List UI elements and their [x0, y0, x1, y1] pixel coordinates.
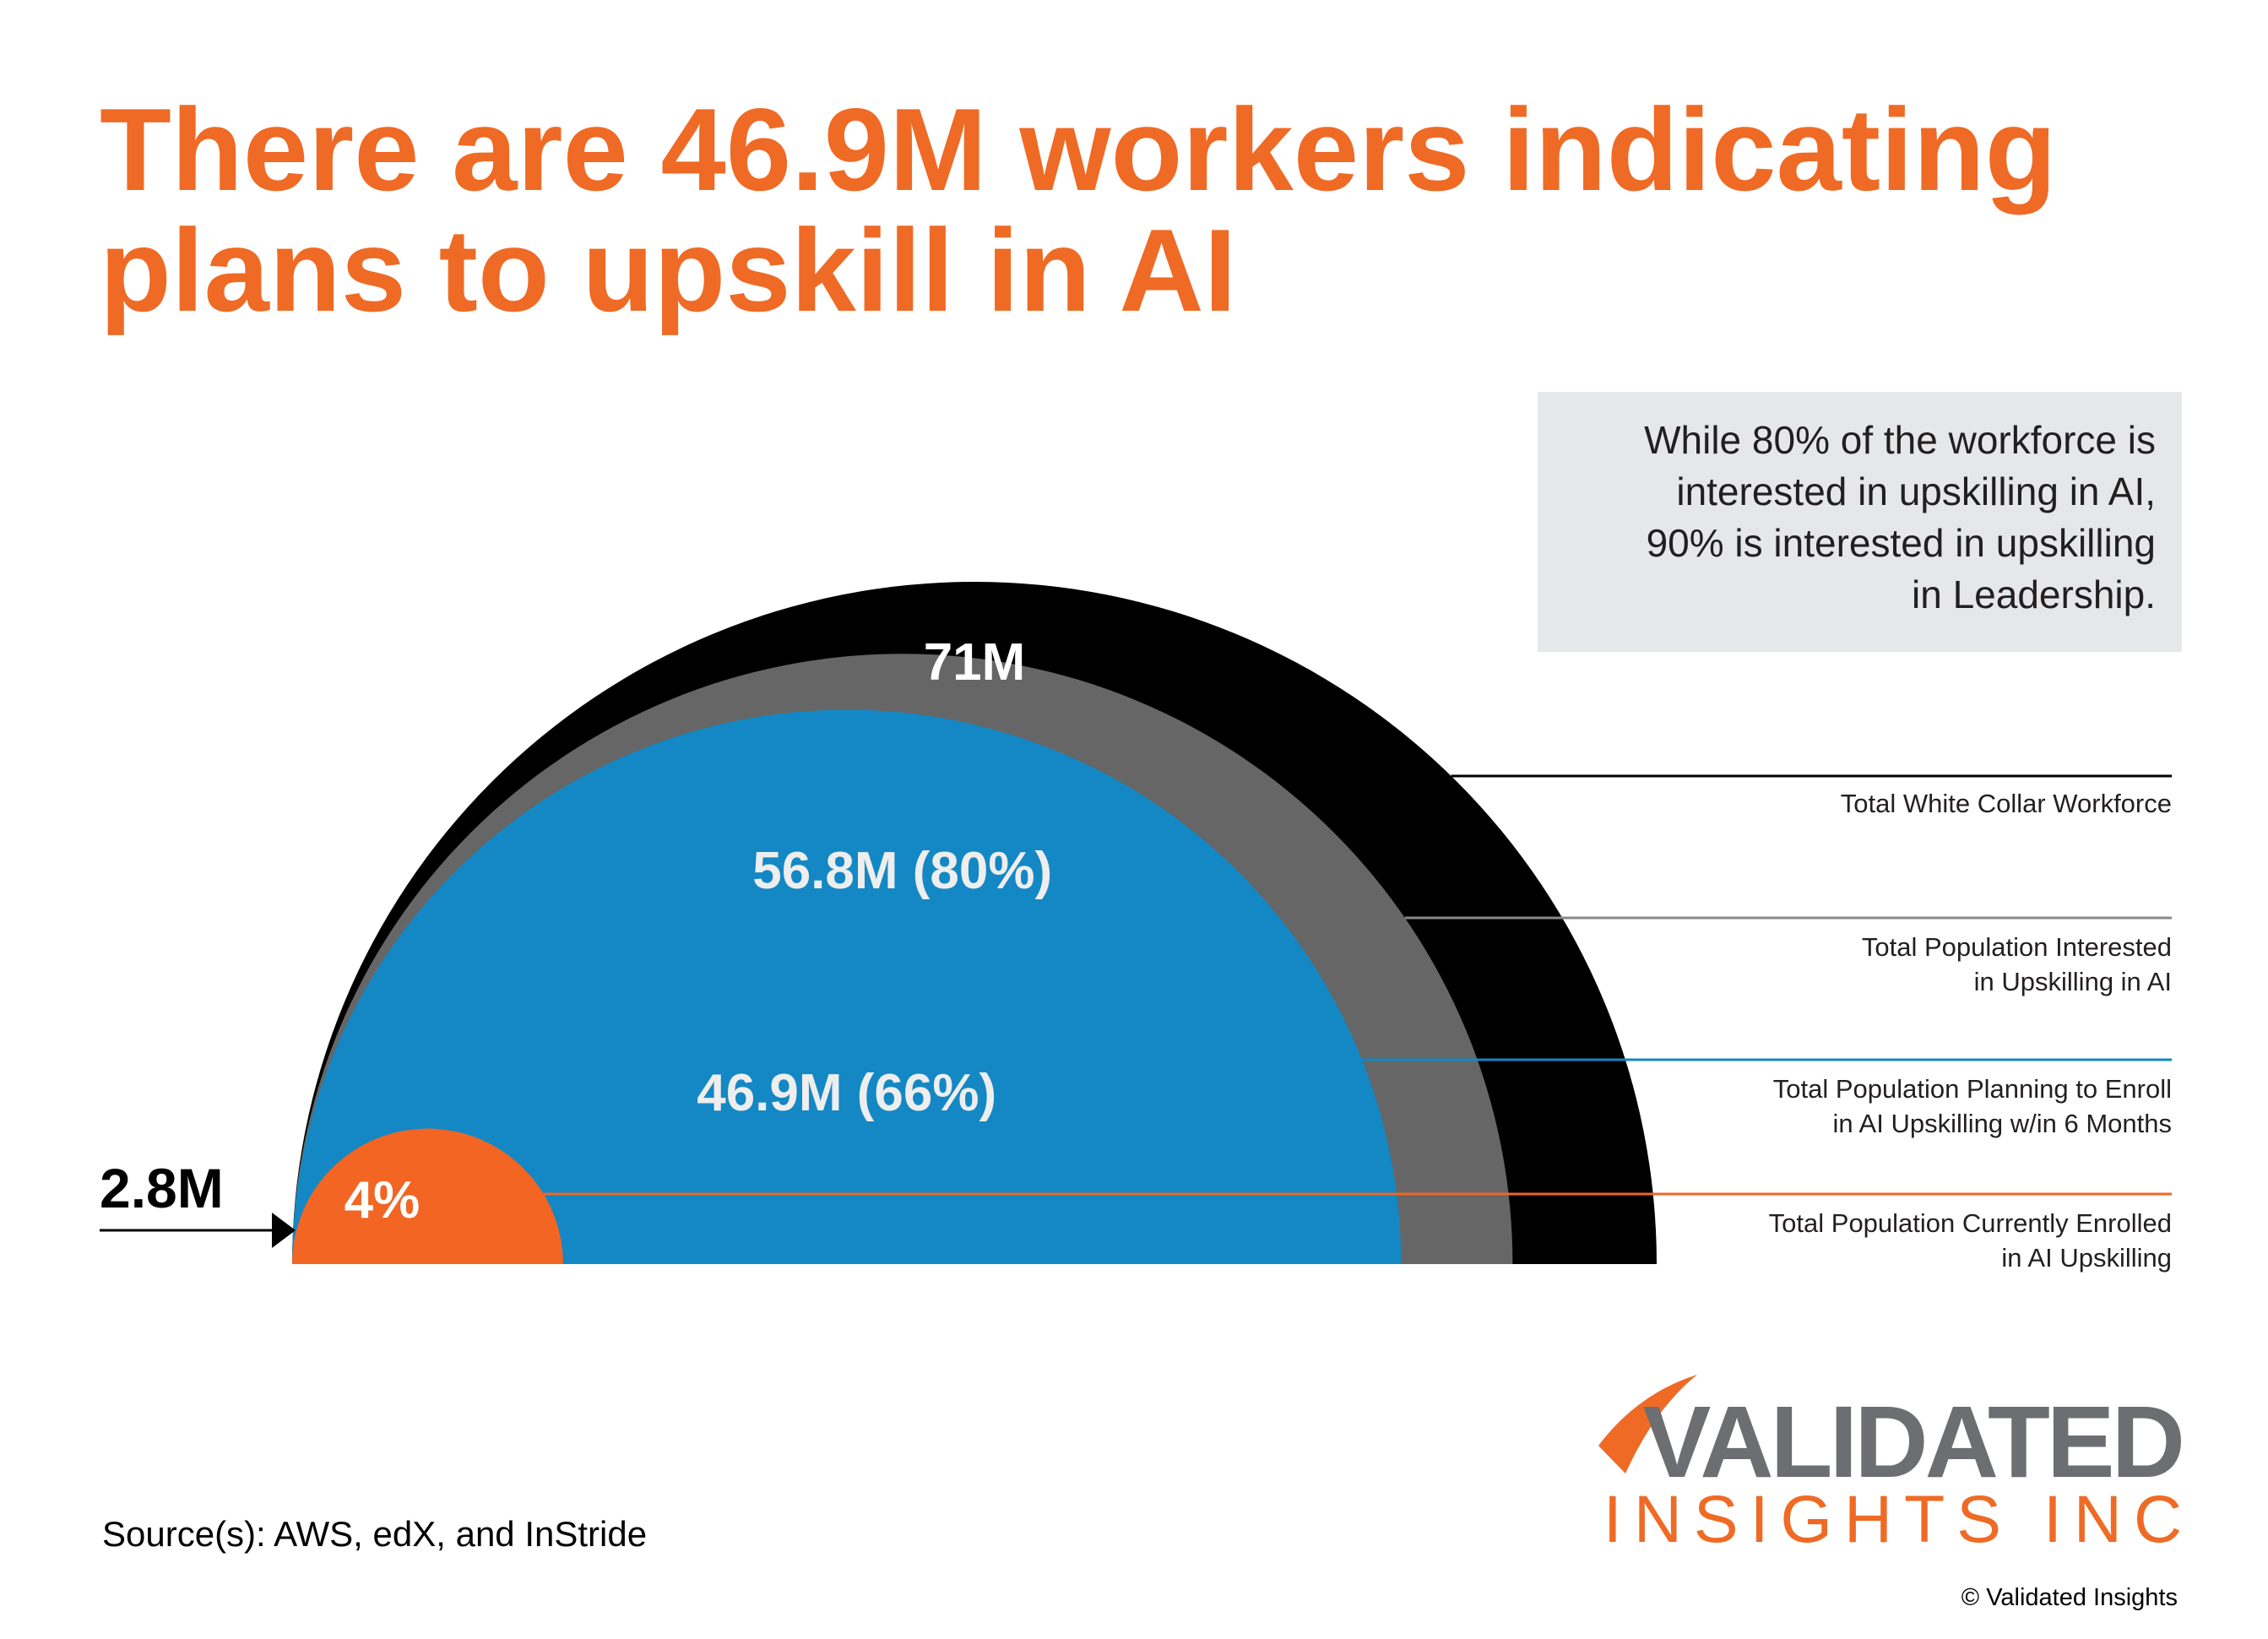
source: Source(s): AWS, edX, and InStride [102, 1514, 648, 1554]
chart-title: There are 46.9M workers indicating plans… [100, 84, 2057, 336]
share-label: 4% [345, 1171, 421, 1229]
semicircle [292, 709, 1402, 1264]
arrow-head [272, 1213, 296, 1248]
copyright: © Validated Insights [1961, 1584, 2178, 1611]
logo-name: VALIDATED [1642, 1384, 2185, 1499]
note-text: While 80% of the workforce is interested… [1644, 418, 2156, 616]
semicircle [292, 1128, 563, 1264]
value-label: 71M [924, 633, 1026, 692]
value-label: 46.9M (66%) [697, 1064, 996, 1122]
legend-label: Total White Collar Workforce [1840, 789, 2172, 818]
logo-subtitle: INSIGHTS INC [1603, 1481, 2194, 1556]
value-label: 2.8M [100, 1157, 224, 1219]
legend-label: Total Population Planning to Enroll in A… [1772, 1074, 2172, 1138]
legend-label: Total Population Currently Enrolled in A… [1768, 1208, 2172, 1273]
legend-label: Total Population Interested in Upskillin… [1861, 932, 2172, 996]
logo-swoosh [1598, 1375, 1697, 1473]
note-box [1538, 392, 2182, 652]
value-label: 56.8M (80%) [752, 842, 1052, 900]
